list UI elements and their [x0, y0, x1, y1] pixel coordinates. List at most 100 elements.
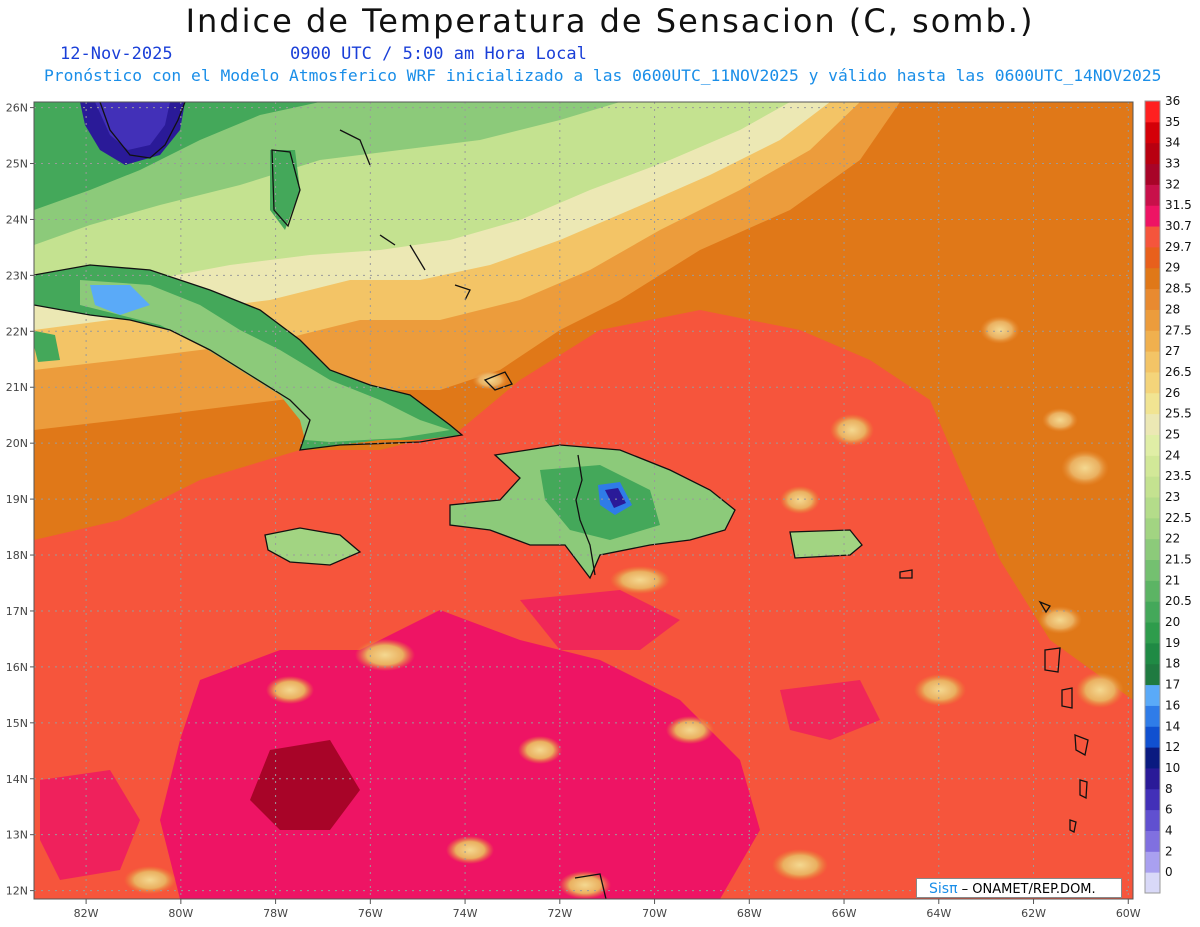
- colorbar-label: 20.5: [1165, 594, 1192, 608]
- lat-tick-label: 17N: [6, 605, 28, 618]
- colorbar-label: 2: [1165, 844, 1173, 858]
- lat-tick-label: 13N: [6, 829, 28, 842]
- convective-spots: [124, 316, 1124, 899]
- colorbar-label: 22: [1165, 532, 1180, 546]
- colorbar-label: 28: [1165, 302, 1180, 316]
- colorbar-swatch: [1145, 809, 1160, 831]
- colorbar-swatches: [1144, 100, 1161, 894]
- lat-tick-label: 21N: [6, 381, 28, 394]
- lat-tick-label: 26N: [6, 102, 28, 115]
- colorbar-swatch: [1145, 601, 1160, 623]
- lat-tick-label: 12N: [6, 885, 28, 898]
- colorbar-label: 36: [1165, 94, 1180, 108]
- colorbar-frame: [1144, 100, 1161, 894]
- lat-tick-label: 25N: [6, 158, 28, 171]
- colorbar-swatch: [1145, 267, 1160, 290]
- colorbar-label: 31.5: [1165, 198, 1192, 212]
- colorbar-labels: 02468101214161718192020.52121.52222.5232…: [1165, 94, 1192, 879]
- lon-tick-label: 70W: [642, 907, 667, 920]
- colorbar-swatch: [1145, 622, 1160, 644]
- colorbar-swatch: [1145, 205, 1160, 227]
- lat-tick-label: 14N: [6, 773, 28, 786]
- colorbar-swatch: [1145, 767, 1160, 790]
- colorbar-label: 23: [1165, 490, 1180, 504]
- lon-tick-label: 72W: [547, 907, 572, 920]
- colorbar-label: 21.5: [1165, 553, 1192, 567]
- forecast-time: 0900 UTC / 5:00 am Hora Local: [290, 44, 587, 64]
- colorbar-swatch: [1145, 517, 1160, 540]
- colorbar-swatch: [1145, 226, 1160, 248]
- colorbar-label: 4: [1165, 823, 1173, 837]
- colorbar-label: 24: [1165, 448, 1180, 462]
- colorbar-swatch: [1145, 101, 1160, 123]
- lon-tick-label: 62W: [1021, 907, 1046, 920]
- colorbar-swatch: [1145, 788, 1160, 811]
- lon-tick-label: 78W: [263, 907, 288, 920]
- colorbar-label: 20: [1165, 615, 1180, 629]
- colorbar-label: 8: [1165, 782, 1173, 796]
- colorbar-swatch: [1145, 476, 1160, 498]
- lon-tick-label: 64W: [926, 907, 951, 920]
- colorbar-swatch: [1145, 872, 1160, 894]
- lon-tick-label: 74W: [453, 907, 478, 920]
- colorbar-label: 32: [1165, 177, 1180, 191]
- colorbar-swatch: [1145, 434, 1160, 456]
- colorbar-label: 26.5: [1165, 365, 1192, 379]
- colorbar-swatch: [1145, 330, 1160, 352]
- colorbar-swatch: [1145, 163, 1160, 185]
- colorbar-label: 6: [1165, 803, 1173, 817]
- colorbar-label: 27: [1165, 344, 1180, 358]
- lat-tick-label: 15N: [6, 717, 28, 730]
- colorbar-swatch: [1145, 705, 1160, 727]
- lon-tick-label: 60W: [1116, 907, 1141, 920]
- colorbar-swatch: [1145, 642, 1160, 665]
- lon-tick-label: 80W: [168, 907, 193, 920]
- colorbar-label: 33: [1165, 157, 1180, 171]
- map-title: Indice de Temperatura de Sensacion (C, s…: [185, 2, 1035, 40]
- lat-tick-label: 22N: [6, 325, 28, 338]
- colorbar-label: 28.5: [1165, 282, 1192, 296]
- colorbar-swatch: [1145, 559, 1160, 581]
- colorbar-swatch: [1145, 121, 1160, 144]
- colorbar-label: 17: [1165, 678, 1180, 692]
- sispi-logo: Sisπ: [929, 881, 958, 897]
- colorbar-label: 34: [1165, 136, 1180, 150]
- colorbar-label: 29: [1165, 261, 1180, 275]
- credit-box: Sisπ – ONAMET/REP.DOM.: [916, 878, 1122, 898]
- colorbar-swatch: [1145, 663, 1160, 686]
- lat-tick-label: 20N: [6, 437, 28, 450]
- colorbar-label: 16: [1165, 698, 1180, 712]
- colorbar-label: 18: [1165, 657, 1180, 671]
- colorbar-label: 10: [1165, 761, 1180, 775]
- colorbar-swatch: [1145, 392, 1160, 415]
- colorbar-swatch: [1145, 726, 1160, 748]
- lat-tick-label: 24N: [6, 213, 28, 226]
- colorbar-label: 30.7: [1165, 219, 1192, 233]
- colorbar-swatch: [1145, 851, 1160, 873]
- colorbar-swatch: [1145, 830, 1160, 852]
- colorbar-label: 25.5: [1165, 407, 1192, 421]
- colorbar-label: 26: [1165, 386, 1180, 400]
- lat-tick-label: 23N: [6, 269, 28, 282]
- colorbar-swatch: [1145, 371, 1160, 394]
- lon-tick-label: 76W: [358, 907, 383, 920]
- colorbar-swatch: [1145, 684, 1160, 706]
- colorbar-label: 22.5: [1165, 511, 1192, 525]
- latitude-labels: 12N 13N 14N 15N 16N 17N 18N 19N 20N 21N 22N 23N 24N 2…: [6, 102, 34, 898]
- colorbar-label: 29.7: [1165, 240, 1192, 254]
- lat-tick-label: 19N: [6, 493, 28, 506]
- colorbar-swatch: [1145, 538, 1160, 561]
- colorbar-swatch: [1145, 413, 1160, 435]
- colorbar-label: 25: [1165, 427, 1180, 441]
- longitude-labels: 82W 80W 78W 76W 74W 72W 70W 68W 66W 64W 62W 60W: [74, 899, 1141, 920]
- colorbar-swatch: [1145, 580, 1160, 602]
- forecast-description: Pronóstico con el Modelo Atmosferico WRF…: [44, 66, 1162, 85]
- colorbar-swatch: [1145, 288, 1160, 310]
- map-frame: [33, 101, 1134, 900]
- colorbar-label: 12: [1165, 740, 1180, 754]
- colorbar-swatch: [1145, 455, 1160, 477]
- colorbar-label: 35: [1165, 115, 1180, 129]
- colorbar-label: 0: [1165, 865, 1173, 879]
